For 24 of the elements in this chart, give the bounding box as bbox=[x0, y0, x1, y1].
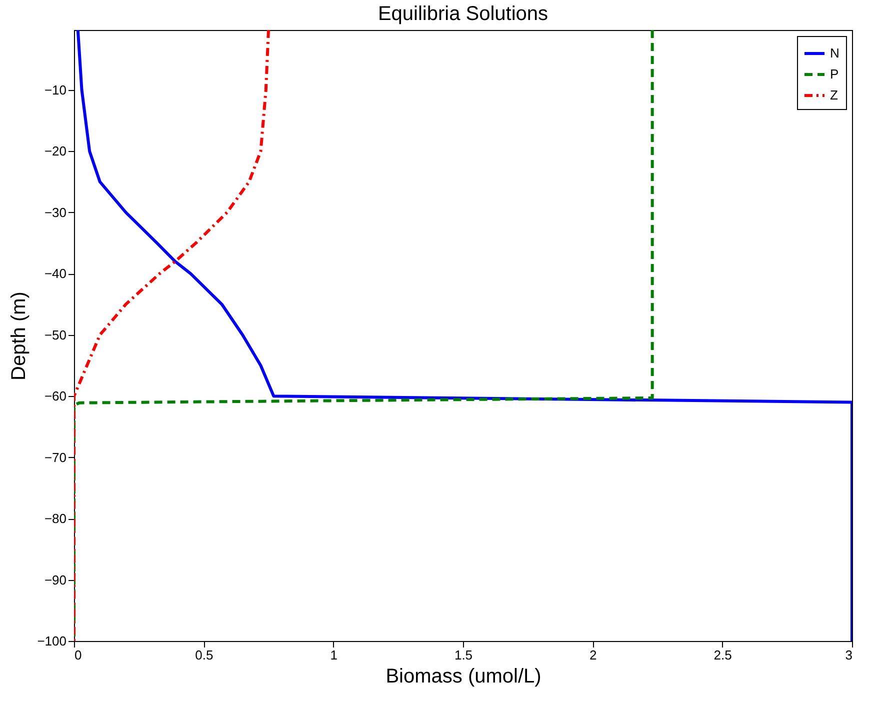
y-tick-label: −70 bbox=[44, 450, 66, 465]
y-tick-label: −60 bbox=[44, 388, 66, 404]
chart-title: Equilibria Solutions bbox=[378, 3, 548, 25]
line-series bbox=[74, 30, 270, 641]
y-tick-label: −90 bbox=[44, 572, 66, 588]
y-tick-label: −30 bbox=[44, 204, 66, 220]
legend-label: N bbox=[830, 46, 840, 60]
x-axis-title: Biomass (umol/L) bbox=[386, 666, 542, 688]
y-tick-label: −20 bbox=[44, 144, 66, 159]
y-tick-label: −50 bbox=[44, 327, 66, 342]
y-tick-label: −80 bbox=[44, 511, 66, 526]
x-tick-label: 0.5 bbox=[195, 648, 214, 662]
y-axis-title: Depth (m) bbox=[8, 292, 30, 380]
x-tick-label: 2 bbox=[590, 648, 597, 662]
y-tick-label: −100 bbox=[37, 634, 66, 648]
x-tick-label: 0 bbox=[74, 648, 82, 662]
legend-label: Z bbox=[830, 88, 838, 102]
x-tick-label: 2.5 bbox=[714, 648, 732, 662]
x-tick-label: 3 bbox=[845, 648, 852, 662]
x-tick-label: 1 bbox=[330, 648, 338, 662]
y-tick-label: −10 bbox=[44, 82, 66, 98]
x-tick-label: 1.5 bbox=[454, 648, 473, 662]
legend-label: P bbox=[830, 66, 839, 82]
y-tick-label: −40 bbox=[44, 266, 66, 282]
